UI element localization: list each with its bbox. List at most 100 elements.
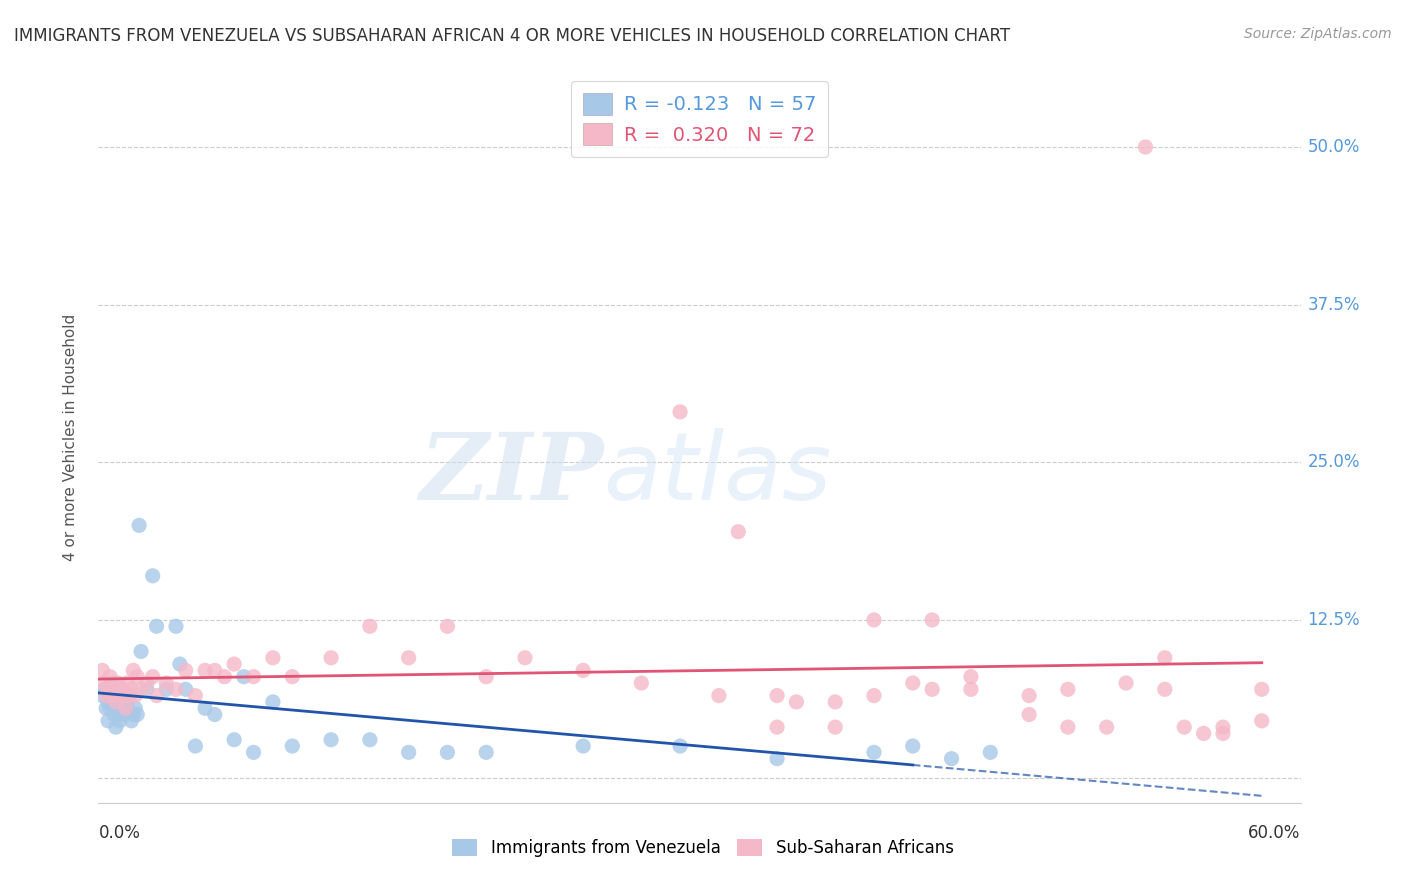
Point: [941, 752, 963, 766]
Point: [117, 676, 139, 690]
Point: [128, 518, 150, 533]
Legend: R = -0.123   N = 57, R =  0.320   N = 72: R = -0.123 N = 57, R = 0.320 N = 72: [571, 81, 828, 157]
Point: [863, 689, 886, 703]
Point: [824, 720, 846, 734]
Point: [101, 695, 124, 709]
Point: [98, 682, 121, 697]
Point: [194, 701, 217, 715]
Point: [135, 676, 157, 690]
Point: [103, 689, 125, 703]
Point: [129, 682, 152, 697]
Point: [111, 701, 134, 715]
Point: [707, 689, 730, 703]
Point: [98, 670, 121, 684]
Point: [960, 670, 983, 684]
Point: [112, 689, 135, 703]
Point: [129, 644, 152, 658]
Point: [281, 670, 304, 684]
Point: [120, 714, 142, 728]
Point: [111, 695, 134, 709]
Point: [359, 732, 381, 747]
Point: [398, 650, 420, 665]
Text: 60.0%: 60.0%: [1249, 824, 1301, 842]
Point: [174, 682, 197, 697]
Point: [1212, 720, 1234, 734]
Point: [669, 405, 692, 419]
Point: [513, 650, 536, 665]
Point: [135, 682, 157, 697]
Point: [436, 619, 458, 633]
Point: [107, 707, 129, 722]
Point: [398, 745, 420, 759]
Point: [232, 670, 254, 684]
Point: [124, 701, 146, 715]
Point: [214, 670, 236, 684]
Point: [98, 701, 121, 715]
Point: [824, 695, 846, 709]
Text: Source: ZipAtlas.com: Source: ZipAtlas.com: [1244, 27, 1392, 41]
Point: [142, 670, 165, 684]
Point: [436, 745, 458, 759]
Point: [242, 745, 264, 759]
Point: [108, 689, 131, 703]
Point: [103, 707, 125, 722]
Point: [204, 707, 226, 722]
Point: [901, 739, 924, 753]
Point: [165, 619, 187, 633]
Point: [118, 689, 141, 703]
Point: [204, 664, 226, 678]
Point: [142, 569, 165, 583]
Point: [319, 732, 342, 747]
Point: [979, 745, 1001, 759]
Point: [122, 707, 145, 722]
Point: [766, 689, 789, 703]
Point: [127, 670, 149, 684]
Point: [242, 670, 264, 684]
Point: [117, 701, 139, 715]
Point: [155, 682, 177, 697]
Point: [101, 676, 124, 690]
Point: [1057, 720, 1080, 734]
Point: [194, 664, 217, 678]
Point: [91, 689, 114, 703]
Point: [93, 676, 115, 690]
Point: [1018, 689, 1040, 703]
Point: [785, 695, 807, 709]
Point: [1212, 726, 1234, 740]
Point: [108, 695, 131, 709]
Point: [281, 739, 304, 753]
Point: [727, 524, 749, 539]
Text: atlas: atlas: [603, 428, 831, 519]
Point: [155, 676, 177, 690]
Point: [107, 689, 129, 703]
Point: [184, 739, 207, 753]
Point: [107, 676, 129, 690]
Legend: Immigrants from Venezuela, Sub-Saharan Africans: Immigrants from Venezuela, Sub-Saharan A…: [444, 831, 962, 866]
Point: [359, 619, 381, 633]
Point: [101, 689, 124, 703]
Point: [1135, 140, 1157, 154]
Point: [145, 689, 167, 703]
Point: [124, 689, 146, 703]
Point: [104, 720, 127, 734]
Point: [112, 689, 135, 703]
Point: [165, 682, 187, 697]
Point: [104, 701, 127, 715]
Y-axis label: 4 or more Vehicles in Household: 4 or more Vehicles in Household: [63, 313, 77, 561]
Point: [104, 695, 127, 709]
Point: [93, 682, 115, 697]
Point: [572, 739, 595, 753]
Point: [122, 664, 145, 678]
Point: [863, 745, 886, 759]
Point: [145, 619, 167, 633]
Point: [224, 732, 246, 747]
Point: [114, 695, 136, 709]
Point: [319, 650, 342, 665]
Point: [97, 714, 120, 728]
Point: [97, 682, 120, 697]
Point: [1018, 707, 1040, 722]
Point: [114, 701, 136, 715]
Point: [262, 695, 284, 709]
Point: [174, 664, 197, 678]
Point: [169, 657, 191, 671]
